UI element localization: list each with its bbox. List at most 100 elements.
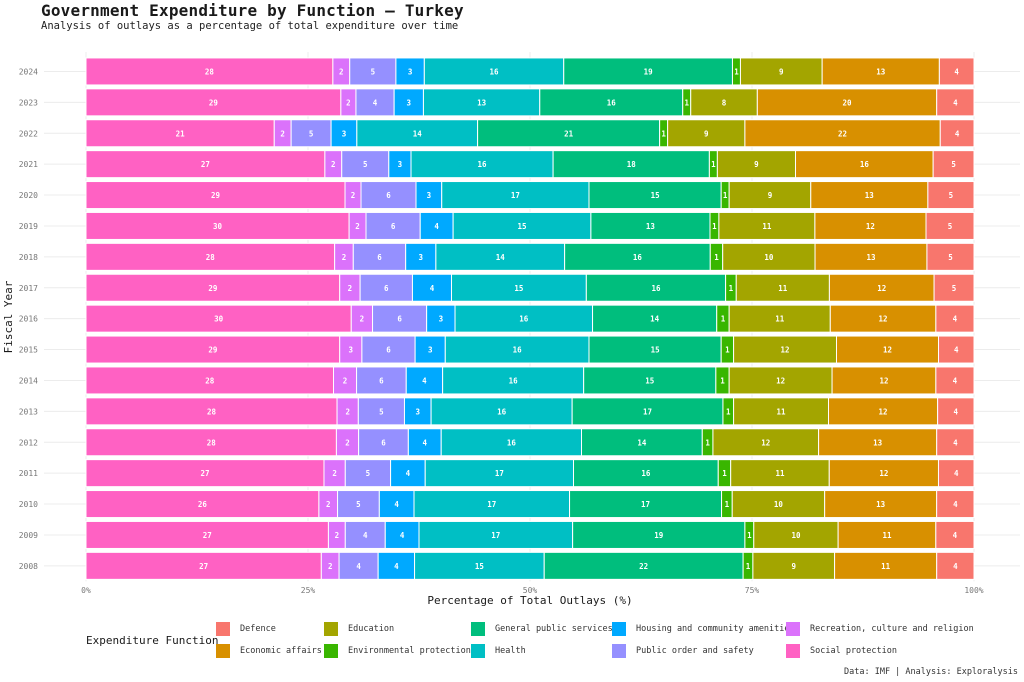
segment-value-label: 1 — [746, 562, 751, 571]
bar-segment — [450, 273, 587, 302]
segment-value-label: 1 — [723, 191, 728, 200]
bar-segment — [728, 366, 833, 395]
y-tick-label: 2023 — [19, 98, 38, 107]
segment-value-label: 15 — [517, 222, 526, 231]
bar-segment — [939, 119, 975, 148]
segment-value-label: 19 — [644, 67, 654, 76]
bar-segment — [360, 181, 417, 210]
segment-value-label: 29 — [209, 98, 219, 107]
segment-value-label: 14 — [637, 438, 647, 447]
bar-segment — [936, 88, 975, 117]
bar-segment — [722, 242, 816, 271]
segment-value-label: 28 — [207, 407, 217, 416]
segment-value-label: 2 — [331, 160, 336, 169]
bar-segment — [824, 490, 938, 519]
segment-value-label: 2 — [345, 407, 350, 416]
bar-segment — [829, 304, 937, 333]
segment-value-label: 16 — [651, 284, 661, 293]
legend-swatch — [324, 644, 338, 658]
bar-segment — [728, 304, 831, 333]
segment-value-label: 4 — [954, 346, 959, 355]
segment-value-label: 27 — [201, 160, 210, 169]
segment-value-label: 12 — [877, 284, 886, 293]
y-tick-label: 2011 — [19, 469, 38, 478]
bar-segment — [85, 211, 350, 240]
segment-value-label: 5 — [379, 407, 384, 416]
segment-value-label: 4 — [953, 531, 958, 540]
segment-value-label: 9 — [754, 160, 759, 169]
segment-value-label: 28 — [207, 438, 217, 447]
segment-value-label: 11 — [775, 469, 785, 478]
bar-segment — [395, 57, 425, 86]
segment-value-label: 15 — [651, 346, 660, 355]
segment-value-label: 11 — [775, 315, 785, 324]
bar-segment — [442, 366, 585, 395]
segment-value-label: 2 — [351, 191, 356, 200]
bar-segment — [583, 366, 717, 395]
segment-value-label: 12 — [879, 469, 888, 478]
bar-segment — [828, 273, 935, 302]
bar-segment — [405, 366, 444, 395]
legend-swatch — [786, 644, 800, 658]
segment-value-label: 4 — [954, 469, 959, 478]
segment-value-label: 10 — [764, 253, 774, 262]
legend-swatch — [216, 622, 230, 636]
bar-segment — [357, 397, 405, 426]
segment-value-label: 3 — [419, 253, 424, 262]
bar-segment — [349, 57, 397, 86]
segment-value-label: 11 — [777, 407, 787, 416]
segment-value-label: 11 — [762, 222, 772, 231]
legend-label: Housing and community amenities — [636, 624, 795, 634]
segment-value-label: 12 — [879, 376, 888, 385]
y-tick-label: 2019 — [19, 222, 38, 231]
segment-value-label: 22 — [639, 562, 648, 571]
segment-value-label: 16 — [641, 469, 651, 478]
segment-value-label: 6 — [381, 438, 386, 447]
y-tick-label: 2010 — [19, 500, 38, 509]
segment-value-label: 17 — [511, 191, 520, 200]
segment-value-label: 12 — [781, 346, 790, 355]
legend-title: Expenditure Function — [86, 634, 219, 647]
legend-item: Public order and safety — [612, 644, 754, 658]
segment-value-label: 9 — [768, 191, 773, 200]
segment-value-label: 2 — [335, 531, 340, 540]
y-tick-label: 2018 — [19, 253, 38, 262]
segment-value-label: 4 — [363, 531, 368, 540]
y-tick-label: 2013 — [19, 407, 38, 416]
segment-value-label: 21 — [564, 129, 574, 138]
segment-value-label: 4 — [954, 407, 959, 416]
segment-value-label: 28 — [206, 253, 216, 262]
segment-value-label: 5 — [371, 67, 376, 76]
legend-item: Economic affairs — [216, 644, 322, 658]
segment-value-label: 4 — [422, 376, 427, 385]
segment-value-label: 1 — [720, 376, 725, 385]
bar-segment — [372, 304, 428, 333]
legend-item: Defence — [216, 622, 276, 636]
bar-segment — [756, 88, 938, 117]
segment-value-label: 28 — [205, 376, 215, 385]
bar-segment — [730, 459, 830, 488]
segment-value-label: 15 — [651, 191, 660, 200]
bar-segment — [821, 57, 940, 86]
segment-value-label: 20 — [843, 98, 853, 107]
bar-segment — [390, 459, 426, 488]
bar-segment — [937, 459, 975, 488]
segment-value-label: 6 — [386, 191, 391, 200]
y-tick-label: 2014 — [19, 376, 38, 385]
x-tick-label: 25% — [301, 586, 316, 595]
y-tick-label: 2024 — [19, 67, 38, 76]
segment-value-label: 5 — [366, 469, 371, 478]
legend-swatch — [471, 644, 485, 658]
y-tick-label: 2022 — [19, 129, 38, 138]
segment-value-label: 22 — [838, 129, 847, 138]
segment-value-label: 13 — [865, 191, 875, 200]
x-tick-label: 75% — [745, 586, 760, 595]
segment-value-label: 3 — [342, 129, 347, 138]
segment-value-label: 16 — [509, 376, 519, 385]
segment-value-label: 4 — [953, 315, 958, 324]
legend-swatch — [612, 644, 626, 658]
segment-value-label: 27 — [203, 531, 212, 540]
bar-segment — [936, 490, 975, 519]
bar-segment — [452, 211, 592, 240]
bar-segment — [731, 490, 826, 519]
